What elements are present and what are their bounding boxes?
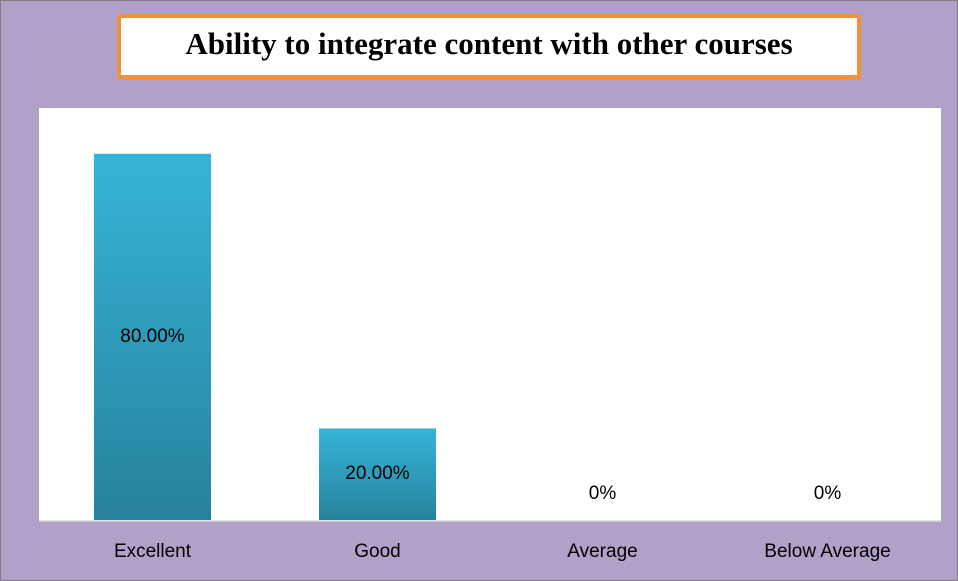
x-tick-label: Average — [567, 541, 637, 562]
x-tick-label: Good — [354, 541, 400, 562]
x-tick-label: Below Average — [764, 541, 890, 562]
title-box — [117, 14, 861, 79]
bar-shade — [319, 428, 436, 520]
data-label: 80.00% — [120, 326, 185, 347]
data-label: 0% — [589, 483, 617, 504]
bar-shade — [94, 153, 211, 520]
data-label: 0% — [814, 483, 842, 504]
data-label: 20.00% — [345, 463, 410, 484]
chart-title: Ability to integrate content with other … — [185, 26, 792, 61]
x-tick-label: Excellent — [114, 541, 192, 562]
